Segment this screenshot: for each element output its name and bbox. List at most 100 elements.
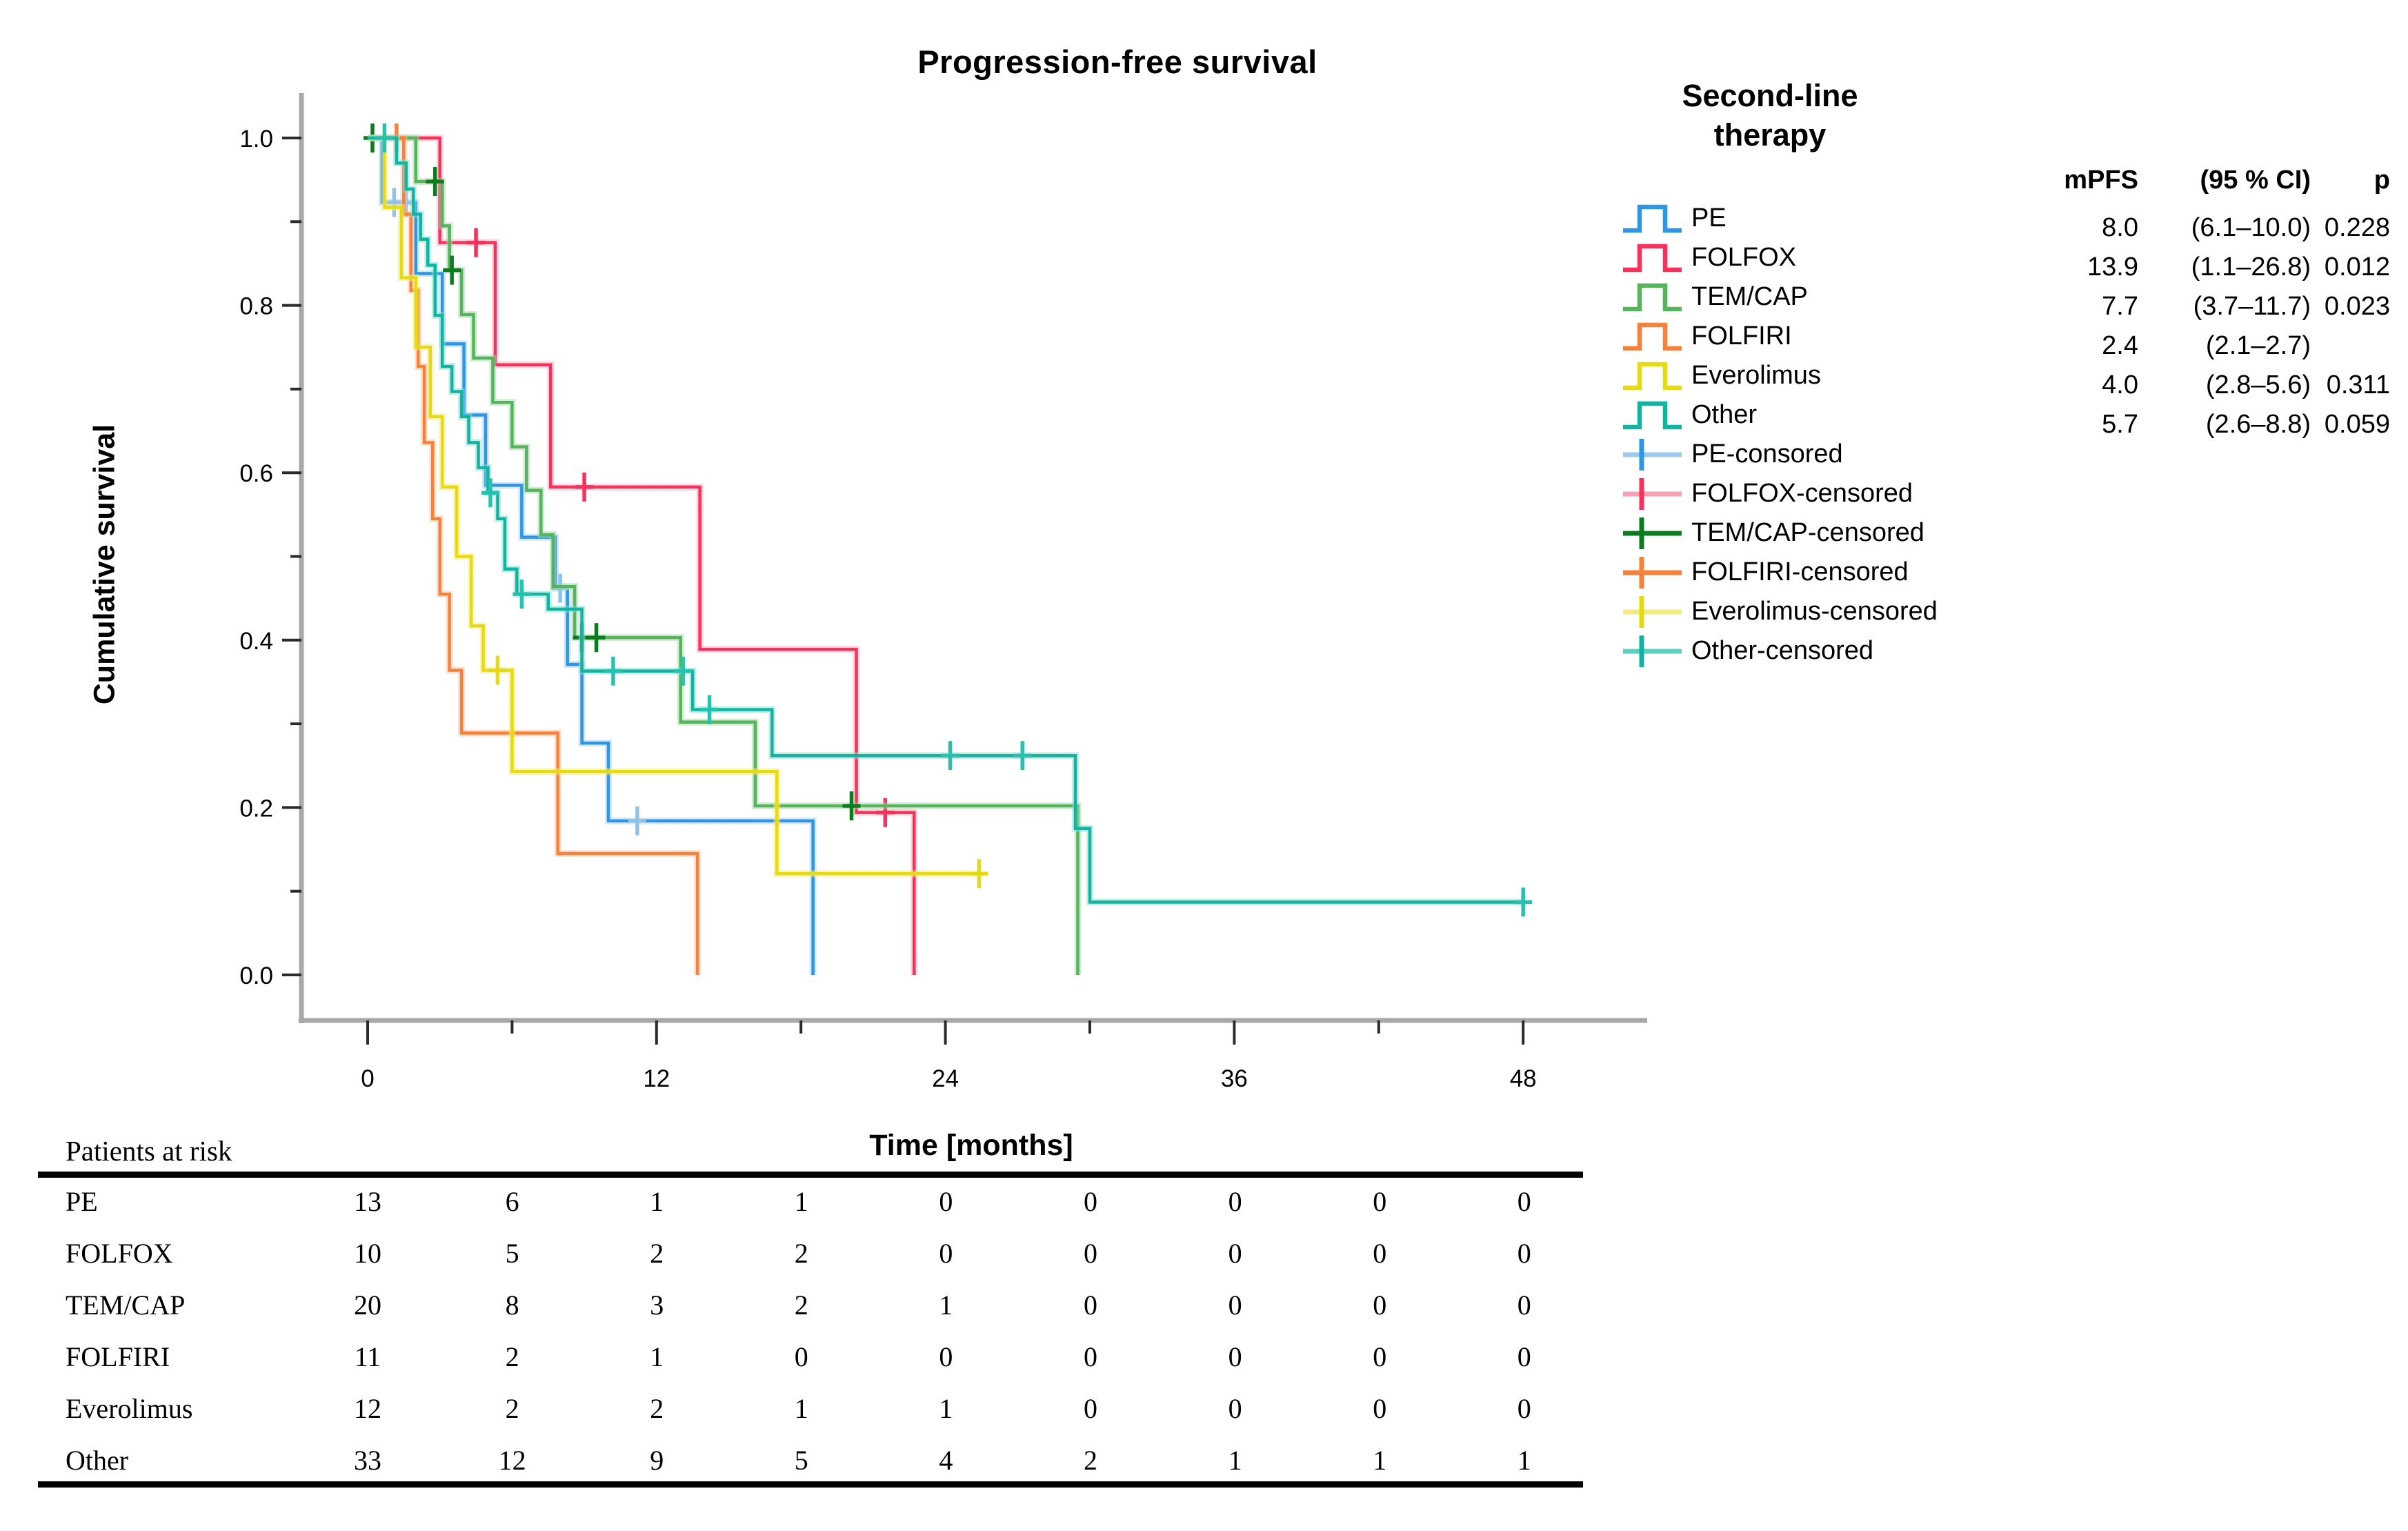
series-line-FOLFOX	[368, 136, 916, 975]
ci-value: (2.6–8.8)	[2205, 410, 2311, 439]
stats-row-other: 5.7 (2.6–8.8) 0.059	[2028, 405, 2390, 444]
stats-row-folfiri: 2.4 (2.1–2.7)	[2028, 326, 2390, 366]
km-plot: 0.0 0.2 0.4 0.6 0.8 1.0 0 12 24 36 48	[239, 93, 1647, 1092]
legend-item-label: TEM/CAP	[1691, 282, 1808, 311]
mpfs-value: 5.7	[2102, 410, 2138, 439]
risk-cell: 0	[1373, 1186, 1387, 1217]
icon-stroke	[1623, 362, 1682, 390]
legend-item-label: FOLFOX-censored	[1691, 479, 1913, 508]
risk-cell: 1	[1517, 1445, 1531, 1476]
legend-item-other: Other	[1621, 395, 1938, 435]
risk-cell: 0	[1084, 1186, 1097, 1217]
stats-row-tem-cap: 7.7 (3.7–11.7) 0.023	[2028, 287, 2390, 326]
risk-row-label-folfiri: FOLFIRI	[66, 1341, 170, 1372]
chart-title: Progression-free survival	[917, 43, 1317, 80]
risk-cell: 0	[1373, 1290, 1387, 1321]
km-step-icon	[1623, 244, 1682, 272]
risk-cell: 10	[354, 1238, 381, 1269]
risk-cell: 0	[1228, 1393, 1242, 1424]
legend-item-folfox-censored: FOLFOX-censored	[1621, 474, 1938, 513]
legend-item-label: TEM/CAP-censored	[1691, 518, 1924, 547]
censor-cross-icon	[1623, 635, 1682, 667]
icon-stroke	[1623, 283, 1682, 311]
y-tick-label: 0.6	[239, 460, 273, 487]
icon-stroke	[1623, 204, 1682, 233]
risk-cell: 5	[794, 1445, 808, 1476]
risk-row-label-other: Other	[66, 1445, 129, 1476]
mpfs-value: 8.0	[2102, 213, 2138, 242]
p-value: 0.228	[2324, 213, 2390, 242]
risk-cell: 1	[939, 1290, 953, 1321]
legend-item-label: Other	[1691, 400, 1758, 429]
series-line-Other	[368, 136, 1524, 904]
risk-cell: 1	[650, 1186, 664, 1217]
km-step-icon	[1623, 322, 1682, 350]
stats-header-ci: (95 % CI)	[2200, 166, 2311, 195]
risk-table-top-rule	[38, 1172, 1583, 1178]
risk-cell: 9	[650, 1445, 664, 1476]
risk-cell: 0	[1517, 1290, 1531, 1321]
p-value: 0.012	[2324, 253, 2390, 281]
risk-cell: 1	[1228, 1445, 1242, 1476]
risk-cell: 8	[505, 1290, 519, 1321]
risk-row-label-everolimus: Everolimus	[66, 1393, 193, 1424]
risk-cell: 0	[939, 1186, 953, 1217]
censor-cross-icon	[1623, 477, 1682, 510]
risk-cell: 0	[1373, 1341, 1387, 1372]
censor-cross-icon	[1623, 556, 1682, 589]
risk-row-label-tem-cap: TEM/CAP	[66, 1290, 186, 1321]
series-line-TEM/CAP	[368, 136, 1079, 975]
risk-row-label-folfox: FOLFOX	[66, 1238, 173, 1269]
risk-cell: 1	[794, 1393, 808, 1424]
risk-row-label-pe: PE	[66, 1186, 98, 1217]
risk-cell: 0	[1517, 1393, 1531, 1424]
risk-cell: 0	[1517, 1186, 1531, 1217]
legend-title-line1: Second-line	[1682, 78, 1858, 113]
risk-table-bottom-rule	[38, 1481, 1583, 1488]
risk-cell: 3	[650, 1290, 664, 1321]
risk-cell: 13	[354, 1186, 381, 1217]
legend-item-folfiri: FOLFIRI	[1621, 317, 1938, 356]
mpfs-value: 2.4	[2102, 331, 2138, 360]
ci-value: (2.8–5.6)	[2205, 371, 2311, 399]
icon-stroke	[1623, 322, 1682, 350]
risk-cell: 2	[505, 1393, 519, 1424]
risk-cell: 2	[1084, 1445, 1097, 1476]
legend-item-label: FOLFOX	[1691, 243, 1797, 272]
risk-cell: 0	[1517, 1341, 1531, 1372]
x-tick-label: 24	[932, 1065, 959, 1092]
risk-cell: 11	[354, 1341, 381, 1372]
stats-row-pe: 8.0 (6.1–10.0) 0.228	[2028, 208, 2390, 248]
series-line-FOLFIRI	[368, 136, 699, 975]
risk-cell: 0	[1517, 1238, 1531, 1269]
risk-cell: 0	[794, 1341, 808, 1372]
mpfs-value: 7.7	[2102, 292, 2138, 321]
risk-cell: 2	[650, 1393, 664, 1424]
risk-cell: 4	[939, 1445, 953, 1476]
stats-header-p: p	[2374, 166, 2390, 195]
series-line-PE	[368, 136, 815, 975]
x-tick-label: 48	[1510, 1065, 1537, 1092]
y-tick-label: 1.0	[239, 126, 273, 152]
legend-item-label: PE-consored	[1691, 439, 1843, 468]
legend-item-label: PE	[1691, 204, 1727, 233]
stats-header-row: mPFS (95 % CI) p	[2028, 166, 2390, 195]
ci-value: (6.1–10.0)	[2191, 213, 2311, 242]
risk-cell: 0	[1228, 1341, 1242, 1372]
censor-cross-icon	[1623, 595, 1682, 628]
risk-cell: 6	[505, 1186, 519, 1217]
risk-cell: 2	[794, 1238, 808, 1269]
icon-stroke	[1623, 401, 1682, 429]
ci-value: (1.1–26.8)	[2191, 253, 2311, 281]
risk-cell: 0	[1228, 1238, 1242, 1269]
risk-cell: 0	[939, 1341, 953, 1372]
x-tick-label: 12	[643, 1065, 670, 1092]
p-value: 0.311	[2326, 371, 2390, 399]
p-value: 0.059	[2324, 410, 2390, 439]
risk-cell: 33	[354, 1445, 381, 1476]
mpfs-value: 13.9	[2087, 253, 2138, 281]
censor-cross-icon	[1623, 438, 1682, 471]
y-tick-label: 0.8	[239, 293, 273, 320]
risk-cell: 0	[1228, 1186, 1242, 1217]
legend-item-everolimus: Everolimus	[1621, 356, 1938, 395]
